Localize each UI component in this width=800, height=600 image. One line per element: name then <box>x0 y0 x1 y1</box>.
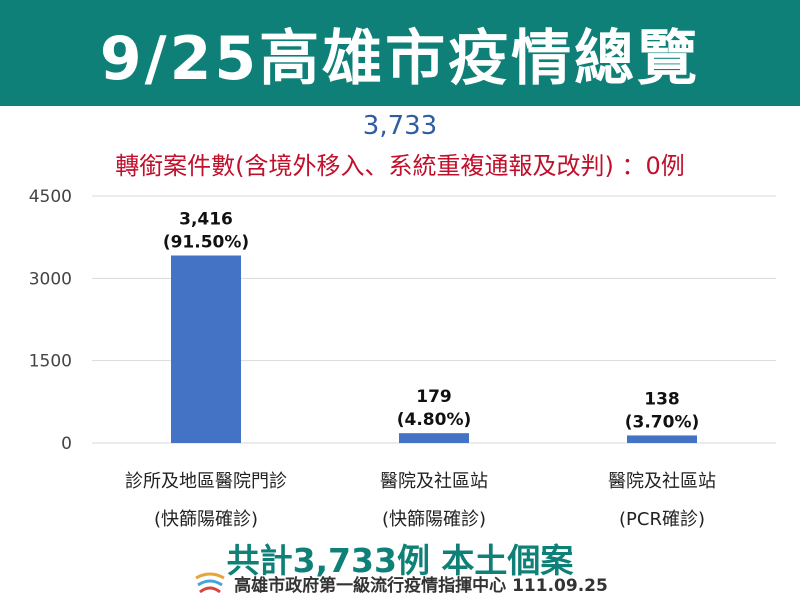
x-category-label: 診所及地區醫院門診 <box>125 471 287 492</box>
bar-chart: 0 1500 3000 4500 3,416 (91.50%) 診所及地區醫院門診 (快篩陽確… <box>29 187 776 530</box>
total-cases-value: 3,733 <box>362 111 438 141</box>
x-category-sublabel: (快篩陽確診) <box>154 509 258 530</box>
summary-total: 共計3,733例 本土個案 <box>226 541 574 580</box>
title-banner: 9/25高雄市疫情總覽 <box>0 0 800 106</box>
bar-percent-label: (4.80%) <box>397 410 472 430</box>
x-category-label: 醫院及社區站 <box>608 471 716 492</box>
bar-percent-label: (91.50%) <box>163 232 249 252</box>
x-category-sublabel: (PCR確診) <box>619 509 705 530</box>
bar <box>171 255 241 443</box>
footer: 高雄市政府第一級流行疫情指揮中心 111.09.25 <box>0 570 800 596</box>
y-tick-label: 1500 <box>29 352 72 372</box>
kaohsiung-city-logo-icon <box>195 572 225 594</box>
bar-percent-label: (3.70%) <box>625 412 700 432</box>
transfer-cases-note: 轉銜案件數(含境外移入、系統重複通報及改判) ：0例 <box>115 152 685 180</box>
y-tick-label: 3000 <box>29 269 72 289</box>
x-category-label: 醫院及社區站 <box>380 471 488 492</box>
bar-value-label: 138 <box>644 389 680 409</box>
page-title: 9/25高雄市疫情總覽 <box>99 23 701 94</box>
y-tick-label: 0 <box>61 434 72 454</box>
y-tick-label: 4500 <box>29 187 72 207</box>
bar-value-label: 3,416 <box>179 209 233 229</box>
bar <box>627 435 697 443</box>
x-category-sublabel: (快篩陽確診) <box>382 509 486 530</box>
footer-text: 高雄市政府第一級流行疫情指揮中心 111.09.25 <box>234 575 608 596</box>
bar-value-label: 179 <box>416 387 452 407</box>
bar <box>399 433 469 443</box>
